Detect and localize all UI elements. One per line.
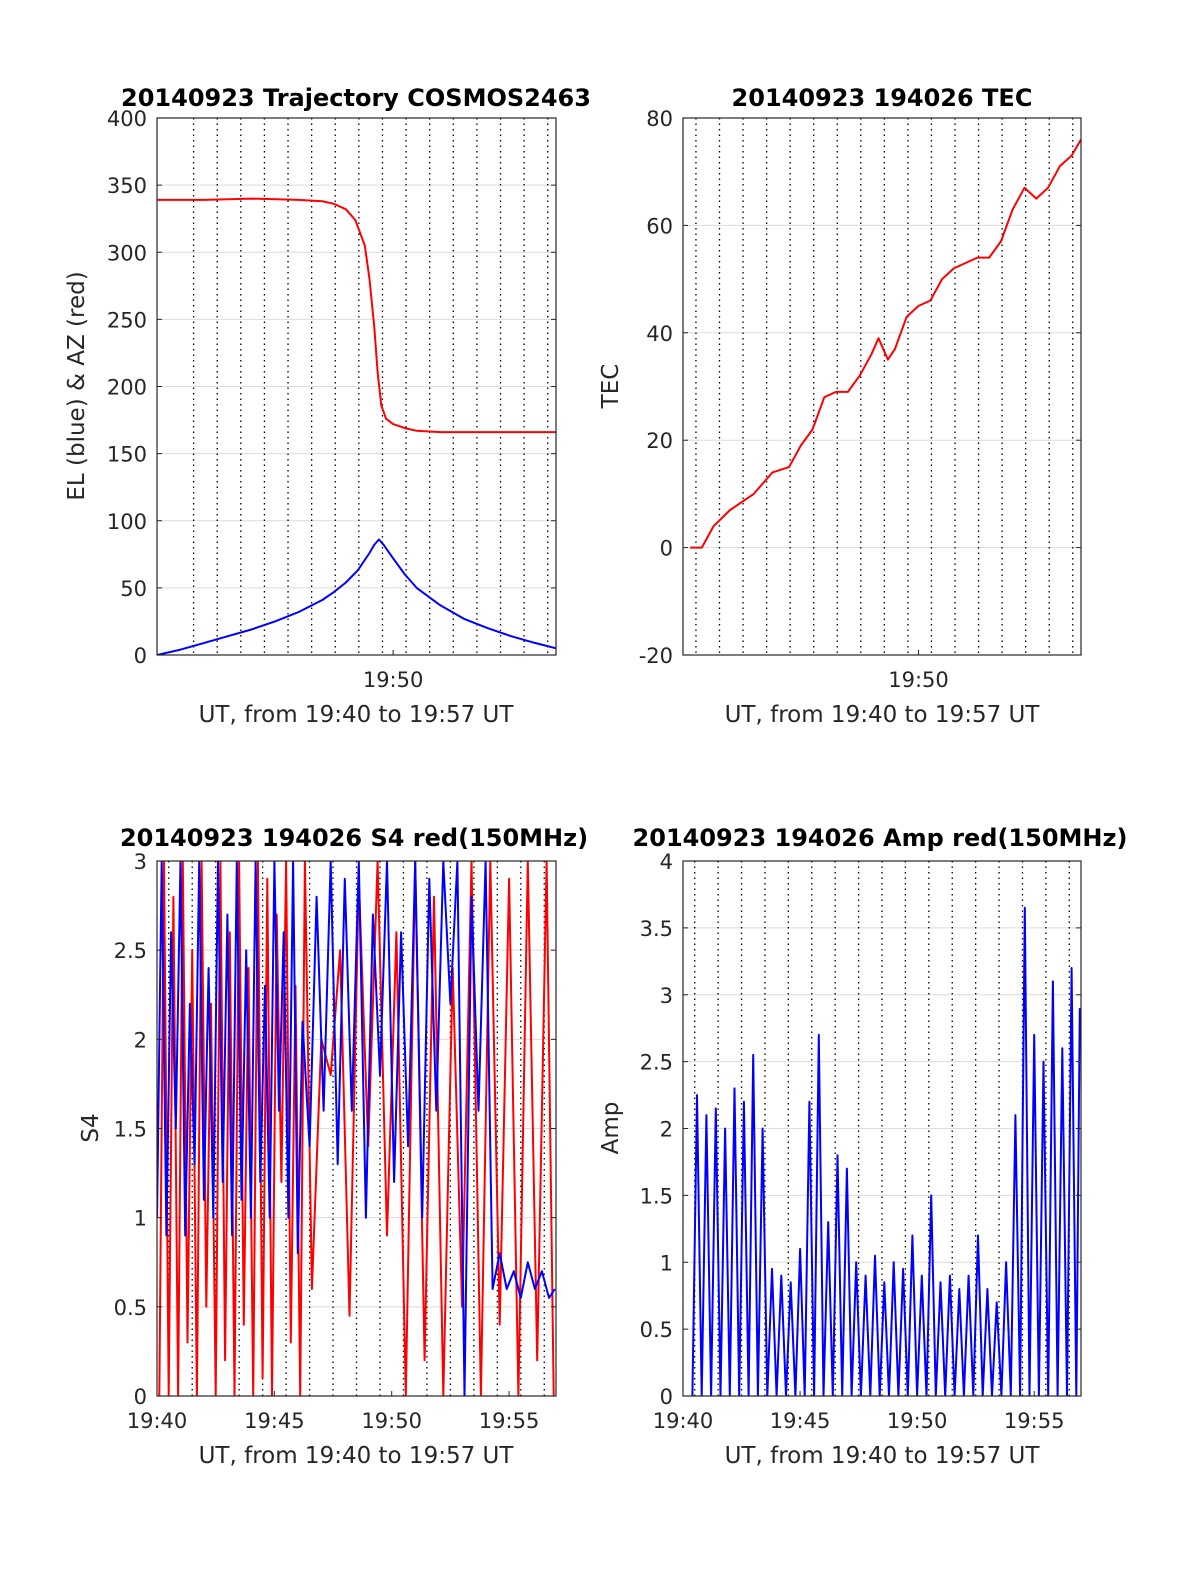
s4-xlabel: UT, from 19:40 to 19:57 UT	[199, 1443, 515, 1469]
s4-xtick-label-1: 19:45	[244, 1409, 305, 1433]
s4-xtick-label-3: 19:55	[479, 1409, 540, 1433]
s4-ytick-label-2: 1	[134, 1207, 147, 1231]
s4-ytick-label-3: 1.5	[114, 1118, 147, 1142]
tec-xtick-label-0: 19:50	[888, 668, 949, 692]
panel-tec: 20140923 194026 TEC UT, from 19:40 to 19…	[598, 84, 1082, 728]
s4-title: 20140923 194026 S4 red(150MHz)	[120, 824, 588, 852]
trajectory-series-el	[157, 538, 556, 655]
panel-amp: 20140923 194026 Amp red(150MHz) UT, from…	[598, 824, 1127, 1469]
tec-ytick-label-0: -20	[639, 644, 673, 668]
amp-ytick-label-2: 1	[660, 1251, 673, 1275]
s4-series-s4-blue	[157, 861, 556, 1396]
tec-ytick-label-4: 60	[646, 214, 673, 238]
trajectory-ylabel: EL (blue) & AZ (red)	[64, 271, 90, 500]
tec-title: 20140923 194026 TEC	[732, 84, 1033, 112]
amp-xtick-label-3: 19:55	[1004, 1409, 1065, 1433]
amp-ytick-label-3: 1.5	[640, 1184, 673, 1208]
amp-series-amp	[691, 906, 1081, 1396]
amp-ytick-label-0: 0	[660, 1385, 673, 1409]
tec-axes-box	[682, 117, 1082, 656]
trajectory-ytick-label-4: 200	[107, 376, 147, 400]
trajectory-series-az	[157, 197, 556, 434]
amp-ylabel: Amp	[598, 1102, 624, 1155]
tec-ytick-label-5: 80	[646, 107, 673, 131]
s4-ytick-label-6: 3	[134, 850, 147, 874]
tec-series-tec	[690, 138, 1081, 549]
trajectory-title: 20140923 Trajectory COSMOS2463	[121, 84, 591, 112]
trajectory-xlabel: UT, from 19:40 to 19:57 UT	[199, 702, 515, 728]
s4-ytick-label-5: 2.5	[114, 939, 147, 963]
s4-ytick-label-1: 0.5	[114, 1296, 147, 1320]
s4-xtick-label-2: 19:50	[361, 1409, 422, 1433]
trajectory-ytick-label-8: 400	[107, 107, 147, 131]
s4-ylabel: S4	[78, 1113, 104, 1142]
amp-ytick-label-4: 2	[660, 1118, 673, 1142]
trajectory-ytick-label-1: 50	[120, 577, 147, 601]
trajectory-ytick-label-7: 350	[107, 174, 147, 198]
s4-ytick-label-4: 2	[134, 1028, 147, 1052]
trajectory-ytick-label-6: 300	[107, 241, 147, 265]
trajectory-ytick-label-0: 0	[134, 644, 147, 668]
tec-ytick-label-1: 0	[660, 537, 673, 561]
tec-ytick-label-3: 40	[646, 322, 673, 346]
s4-xtick-label-0: 19:40	[127, 1409, 188, 1433]
trajectory-ytick-label-3: 150	[107, 443, 147, 467]
tec-ylabel: TEC	[598, 364, 624, 410]
amp-ytick-label-5: 2.5	[640, 1051, 673, 1075]
amp-ytick-label-1: 0.5	[640, 1318, 673, 1342]
amp-xtick-label-1: 19:45	[770, 1409, 831, 1433]
amp-ytick-label-6: 3	[660, 984, 673, 1008]
amp-ytick-label-7: 3.5	[640, 917, 673, 941]
amp-xtick-label-2: 19:50	[887, 1409, 948, 1433]
amp-xtick-label-0: 19:40	[653, 1409, 714, 1433]
amp-ytick-label-8: 4	[660, 850, 673, 874]
s4-ytick-label-0: 0	[134, 1385, 147, 1409]
tec-ytick-label-2: 20	[646, 429, 673, 453]
trajectory-xtick-label-0: 19:50	[363, 668, 424, 692]
amp-title: 20140923 194026 Amp red(150MHz)	[633, 824, 1128, 852]
panel-s4: 20140923 194026 S4 red(150MHz) UT, from …	[78, 824, 588, 1469]
trajectory-ytick-label-2: 100	[107, 510, 147, 534]
amp-xlabel: UT, from 19:40 to 19:57 UT	[725, 1443, 1041, 1469]
panel-trajectory: 20140923 Trajectory COSMOS2463 UT, from …	[64, 84, 591, 728]
trajectory-ytick-label-5: 250	[107, 308, 147, 332]
tec-xlabel: UT, from 19:40 to 19:57 UT	[725, 702, 1041, 728]
